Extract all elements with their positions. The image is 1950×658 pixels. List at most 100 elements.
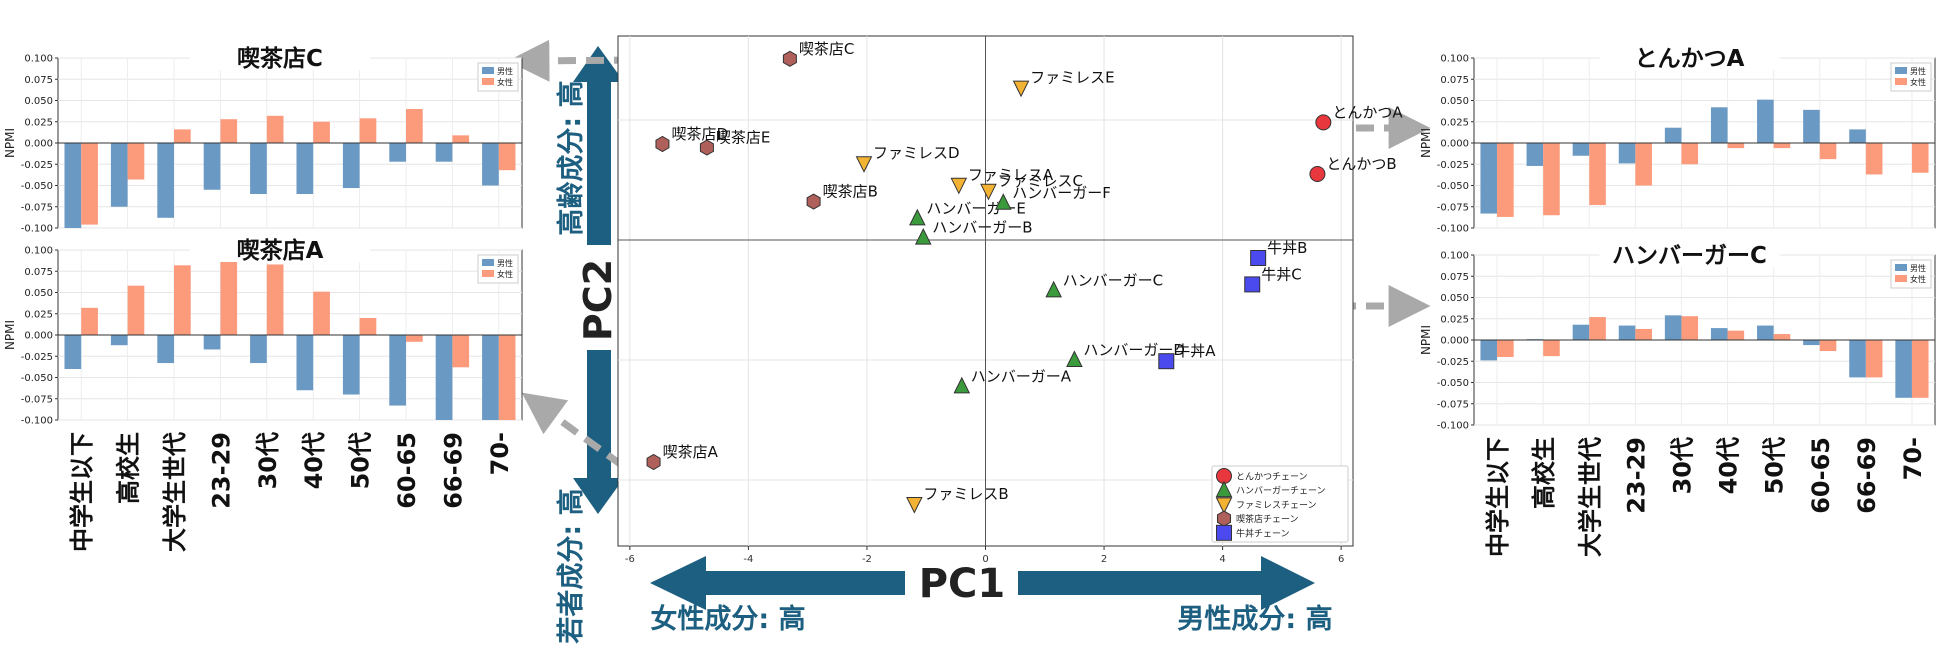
- x-tick-label: 6: [1338, 554, 1344, 565]
- legend-swatch: [482, 78, 494, 85]
- age-group-label: 大学生世代: [1576, 437, 1604, 557]
- title-backing: [1599, 237, 1780, 267]
- y-tick-label: -0.100: [1437, 421, 1469, 432]
- bar: [1849, 129, 1866, 143]
- bar: [1710, 328, 1728, 340]
- bar: [1635, 143, 1652, 186]
- bar: [1757, 99, 1774, 143]
- bar: [1757, 325, 1774, 340]
- bar: [1911, 143, 1929, 173]
- data-point: [914, 227, 932, 245]
- bar: [81, 307, 98, 335]
- y-tick-label: 0.100: [1440, 251, 1469, 262]
- data-point: [980, 183, 997, 201]
- y-tick-label: 0.100: [24, 54, 53, 65]
- legend-swatch: [1895, 78, 1907, 85]
- bar: [1803, 109, 1820, 143]
- age-group-label: 60-65: [1807, 437, 1835, 514]
- legend-swatch: [482, 259, 494, 266]
- bar-chart-hamburger-c: 0.100 0.075 0.050 0.025 0.000 -0.025 -0.050 -0.…: [1419, 237, 1936, 432]
- age-group-label: 60-65: [393, 432, 421, 509]
- legend-marker: [1215, 480, 1233, 498]
- bar: [1865, 340, 1883, 378]
- y-axis-label: NPMI: [3, 320, 17, 350]
- data-point: [699, 139, 714, 156]
- y-tick-label: -0.075: [1437, 399, 1469, 410]
- bar: [157, 335, 174, 364]
- bar: [174, 129, 191, 143]
- data-point: [1309, 166, 1326, 182]
- age-group-label: 大学生世代: [161, 432, 189, 552]
- bar: [174, 265, 191, 335]
- y-tick-label: 0.100: [24, 246, 53, 257]
- bar: [1572, 324, 1590, 340]
- legend-label: 男性: [497, 258, 513, 268]
- bar: [127, 143, 145, 180]
- legend-swatch: [482, 270, 494, 277]
- age-group-label: 40代: [300, 432, 328, 489]
- data-point: [909, 208, 926, 226]
- pc2-arrow: [573, 46, 624, 514]
- legend-swatch: [1895, 264, 1907, 271]
- x-tick-label: -2: [862, 554, 872, 565]
- point-label: ハンバーガーA: [971, 367, 1072, 385]
- age-group-label: 高校生: [1530, 437, 1558, 509]
- bar: [1895, 340, 1912, 398]
- youth-component-label: 若者成分: 高: [555, 488, 587, 643]
- data-point: [655, 135, 670, 153]
- chart-title: 喫茶店A: [237, 238, 324, 264]
- bar: [64, 143, 82, 228]
- bar: [1849, 340, 1866, 378]
- chart-title: 喫茶店C: [237, 46, 323, 72]
- point-label: ファミレスB: [923, 485, 1008, 503]
- bar: [1681, 143, 1699, 165]
- bar: [482, 335, 499, 420]
- y-tick-label: 0.025: [24, 117, 53, 128]
- y-tick-label: -0.050: [21, 181, 53, 192]
- bar: [64, 335, 82, 369]
- female-component-label: 女性成分: 高: [650, 603, 805, 635]
- bar: [498, 335, 516, 420]
- chart-title: ハンバーガーC: [1612, 243, 1767, 269]
- data-point: [1012, 80, 1030, 98]
- bar: [1911, 340, 1929, 398]
- point-label: ファミレスC: [997, 172, 1082, 190]
- bar: [220, 257, 238, 335]
- bar: [1727, 330, 1745, 340]
- bar: [1819, 143, 1837, 160]
- legend-label: 男性: [1910, 66, 1926, 76]
- y-tick-label: 0.075: [1440, 75, 1469, 86]
- bar: [203, 143, 221, 190]
- y-tick-label: 0.025: [1440, 314, 1469, 325]
- y-tick-label: 0.000: [1440, 336, 1469, 347]
- bar: [406, 335, 423, 342]
- y-tick-label: -0.050: [1437, 378, 1469, 389]
- bar-chart-kissa-a: 0.100 0.075 0.050 0.025 0.000 -0.025 -0.050 -0.…: [3, 232, 523, 427]
- y-tick-label: 0.000: [24, 139, 53, 150]
- bar: [1819, 340, 1837, 352]
- bar: [296, 143, 314, 194]
- y-tick-label: -0.100: [21, 416, 53, 427]
- age-group-label: 中学生以下: [1484, 437, 1512, 557]
- bar: [389, 143, 406, 162]
- point-label: 喫茶店E: [716, 129, 770, 147]
- bar: [1664, 127, 1682, 143]
- legend-label: 牛丼チェーン: [1236, 527, 1290, 539]
- bar: [1526, 143, 1544, 166]
- legend-label: ファミレスチェーン: [1236, 500, 1317, 511]
- y-tick-label: -0.050: [21, 373, 53, 384]
- bar: [1589, 143, 1606, 206]
- bar: [498, 143, 516, 171]
- legend-label: ハンバーガーチェーン: [1236, 486, 1326, 497]
- point-label: 喫茶店B: [823, 183, 878, 201]
- bar: [1803, 340, 1820, 346]
- legend-label: 男性: [1910, 263, 1926, 273]
- data-point: [806, 193, 821, 210]
- y-axis-label: NPMI: [1419, 325, 1433, 355]
- legend-marker: [1215, 497, 1233, 515]
- data-point: [1158, 353, 1175, 370]
- y-tick-label: 0.025: [24, 309, 53, 320]
- age-group-label: 23-29: [1622, 437, 1650, 514]
- bar: [1543, 340, 1560, 357]
